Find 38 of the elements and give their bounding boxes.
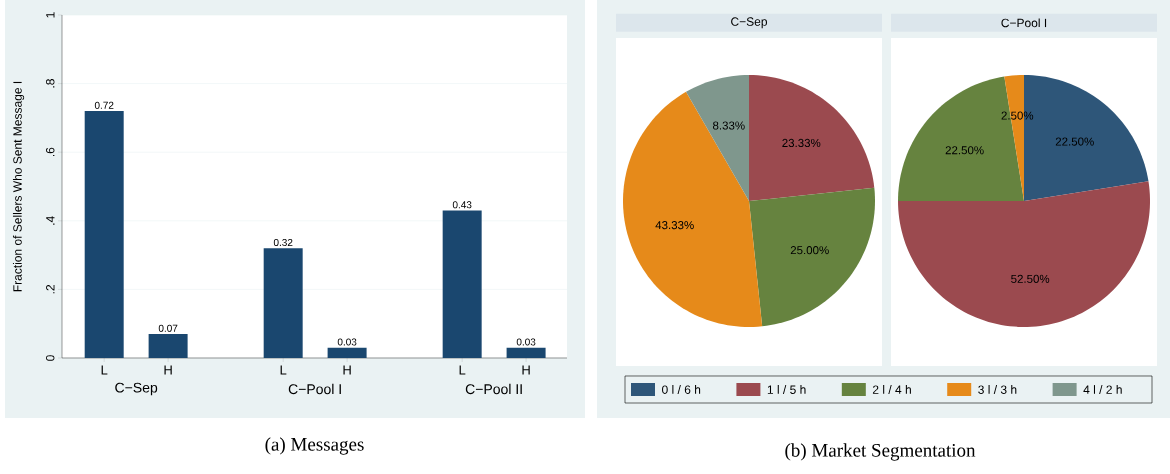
data-label: 25.00% — [790, 246, 829, 255]
data-label: 22.50% — [1055, 137, 1094, 146]
y-tick-label: 0 — [45, 355, 55, 361]
data-label: 0.03 — [516, 338, 536, 346]
legend-label: 4 l / 2 h — [1083, 385, 1122, 394]
text: (a) Messages — [265, 437, 364, 455]
data-label: 43.33% — [655, 221, 694, 230]
text: C−Pool II — [465, 383, 522, 395]
x-tick-label: L — [280, 365, 287, 375]
data-label: 8.33% — [713, 121, 745, 130]
data-label: 23.33% — [782, 138, 821, 147]
slice-label: C−Pool I — [1001, 18, 1047, 28]
y-tick-label: .4 — [46, 216, 55, 225]
legend-label: 1 l / 5 h — [767, 385, 806, 394]
legend-label: 2 l / 4 h — [872, 385, 911, 394]
data-label: 22.50% — [945, 146, 984, 155]
y-tick-label: 1 — [46, 12, 55, 18]
slice-label: C−Sep — [731, 17, 768, 29]
x-tick-label: L — [101, 365, 108, 375]
data-label: 0.43 — [452, 201, 472, 209]
data-label: 0.07 — [158, 324, 178, 332]
data-label: 52.50% — [1011, 274, 1050, 283]
x-tick-label: L — [459, 365, 466, 375]
y-tick-label: .8 — [45, 79, 55, 88]
y-tick-label: .6 — [45, 147, 55, 157]
x-tick-label: H — [164, 365, 172, 375]
x-tick-label: H — [343, 365, 351, 375]
data-label: 0.72 — [94, 101, 114, 109]
legend-label: 3 l / 3 h — [978, 385, 1017, 394]
y-axis-title: Fraction of Sellers Who Sent Message I — [12, 81, 25, 292]
legend-label: 0 l / 6 h — [662, 385, 701, 394]
data-label: 0.03 — [337, 338, 357, 346]
x-tick-label: H — [522, 365, 530, 375]
text: C−Pool I — [288, 383, 341, 395]
y-tick-label: .2 — [46, 285, 55, 294]
text: (b) Market Segmentation — [785, 443, 976, 461]
text: C−Sep — [115, 382, 158, 396]
data-label: 0.32 — [273, 238, 293, 247]
